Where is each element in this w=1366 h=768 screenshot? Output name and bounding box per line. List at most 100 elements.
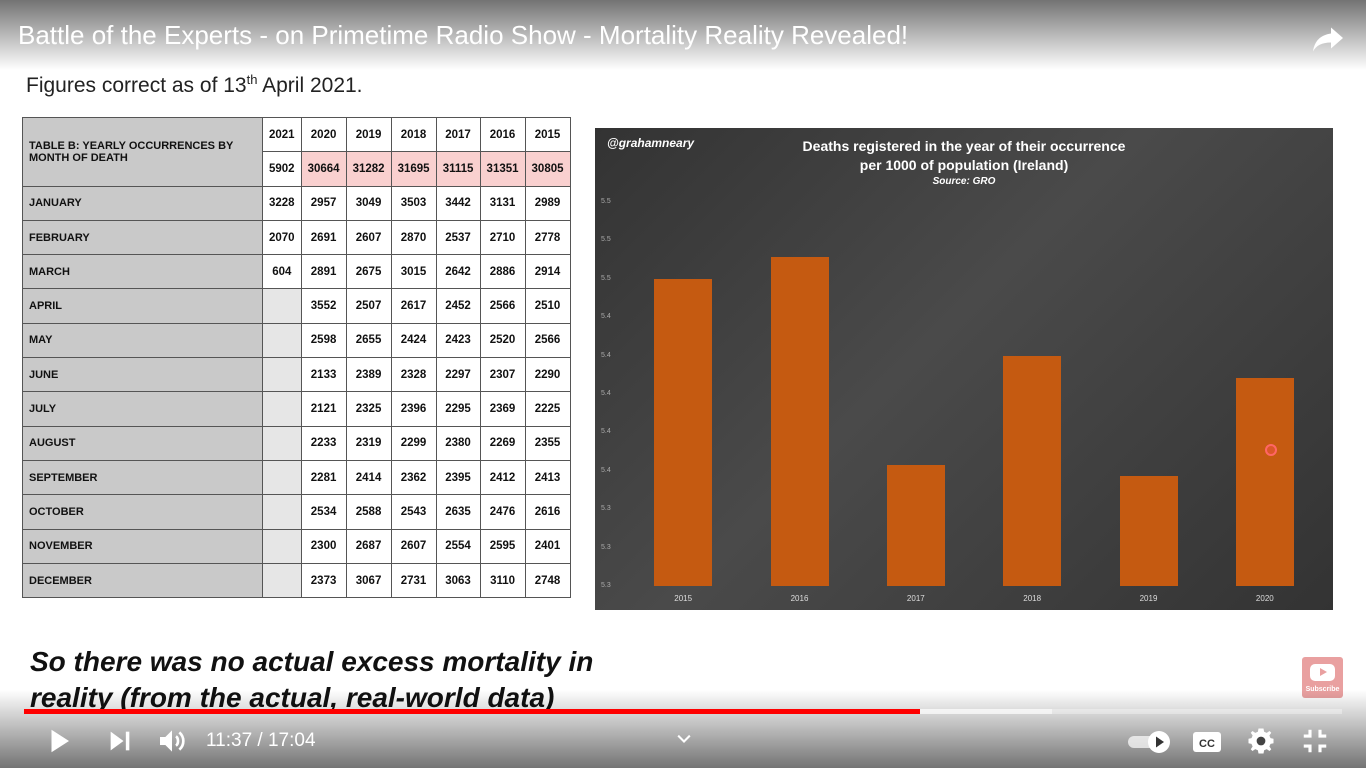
mortality-table: TABLE B: YEARLY OCCURRENCES BY MONTH OF … xyxy=(22,116,571,599)
table-cell: 3049 xyxy=(345,185,392,221)
table-cell: 2731 xyxy=(390,562,437,599)
x-tick-label: 2015 xyxy=(674,594,693,603)
y-tick-label: 5.4 xyxy=(601,351,611,359)
table-month-label: AUGUST xyxy=(22,425,263,461)
table-cell: 2373 xyxy=(300,562,347,599)
table-month-label: DECEMBER xyxy=(22,562,263,599)
progress-bar[interactable] xyxy=(24,709,1342,714)
y-tick-label: 5.5 xyxy=(601,198,611,205)
table-total-cell: 31282 xyxy=(345,151,392,187)
caption-line-1: So there was no actual excess mortality … xyxy=(30,646,594,677)
table-year-header: 2016 xyxy=(479,116,526,153)
y-tick-label: 5.4 xyxy=(601,466,611,474)
table-title: TABLE B: YEARLY OCCURRENCES BY MONTH OF … xyxy=(22,117,263,187)
table-cell: 2595 xyxy=(479,528,526,564)
table-cell: 2710 xyxy=(479,219,526,256)
table-row: APRIL 3552 2507 2617 2452 2566 2510 xyxy=(22,288,571,324)
settings-gear-icon[interactable] xyxy=(1246,726,1276,756)
table-cell: 2369 xyxy=(479,391,526,427)
table-cell: 2566 xyxy=(479,288,526,324)
next-icon[interactable] xyxy=(106,727,134,755)
table-cell xyxy=(262,562,302,599)
captions-icon[interactable]: CC xyxy=(1192,728,1222,756)
table-row: DECEMBER 2373 3067 2731 3063 3110 2748 xyxy=(22,562,571,599)
table-cell xyxy=(262,459,302,496)
x-tick-label: 2017 xyxy=(906,594,925,603)
table-cell: 2133 xyxy=(300,357,347,393)
play-icon[interactable] xyxy=(44,726,74,756)
table-cell: 2389 xyxy=(345,357,392,393)
x-tick-label: 2019 xyxy=(1139,594,1158,603)
table-month-label: JANUARY xyxy=(22,185,263,221)
table-row: MAY 2598 2655 2424 2423 2520 2566 xyxy=(22,322,571,359)
time-total: 17:04 xyxy=(267,730,316,751)
table-cell: 2070 xyxy=(262,219,302,256)
table-cell: 2396 xyxy=(390,391,437,427)
bar-2018 xyxy=(1003,355,1062,586)
table-cell: 2534 xyxy=(300,494,347,530)
table-cell: 3015 xyxy=(390,254,437,290)
y-tick-label: 5.4 xyxy=(601,313,611,321)
table-cell: 2121 xyxy=(300,391,347,427)
table-year-header: 2020 xyxy=(300,116,347,153)
table-total-cell: 31351 xyxy=(479,151,526,187)
table-cell: 2914 xyxy=(524,254,571,290)
table-cell: 2233 xyxy=(300,425,347,461)
table-year-header: 2021 xyxy=(262,116,302,153)
x-tick-label: 2020 xyxy=(1255,594,1274,603)
table-month-label: MAY xyxy=(22,322,263,359)
table-year-header: 2017 xyxy=(435,116,481,153)
chart-title: Deaths registered in the year of their o… xyxy=(802,138,1126,154)
table-cell: 2507 xyxy=(345,288,392,324)
bar-2019 xyxy=(1119,476,1178,586)
table-month-label: NOVEMBER xyxy=(22,528,263,564)
table-row: OCTOBER 2534 2588 2543 2635 2476 2616 xyxy=(22,494,571,530)
table-cell: 2269 xyxy=(479,425,526,461)
bar-2020 xyxy=(1235,377,1294,586)
table-cell: 2886 xyxy=(479,254,526,290)
table-cell: 2642 xyxy=(435,254,481,290)
table-cell: 2307 xyxy=(479,357,526,393)
table-row: JANUARY 3228 2957 3049 3503 3442 3131 2989 xyxy=(22,185,571,221)
share-icon[interactable] xyxy=(1310,20,1346,56)
y-tick-label: 5.5 xyxy=(601,236,611,244)
table-header-row: TABLE B: YEARLY OCCURRENCES BY MONTH OF … xyxy=(22,116,571,187)
video-title: Battle of the Experts - on Primetime Rad… xyxy=(18,20,909,50)
table-cell: 2295 xyxy=(435,391,481,427)
table-cell: 2319 xyxy=(345,425,392,461)
table-cell: 2328 xyxy=(390,357,437,393)
table-cell: 2401 xyxy=(524,528,571,564)
table-month-label: FEBRUARY xyxy=(22,219,263,256)
table-totals-row: 5902 30664 31282 31695 31115 31351 30805 xyxy=(23,151,571,187)
chart-source: Source: GRO xyxy=(932,176,996,187)
autoplay-toggle[interactable] xyxy=(1126,728,1174,756)
table-month-label: JULY xyxy=(22,391,263,427)
table-total-cell: 31115 xyxy=(435,151,481,187)
table-cell: 2297 xyxy=(435,357,481,393)
table-cell: 2566 xyxy=(524,322,571,359)
subscribe-label: Subscribe xyxy=(1302,686,1343,693)
time-display: 11:37 / 17:04 xyxy=(206,730,316,751)
table-cell: 2423 xyxy=(435,322,481,359)
table-cell: 2325 xyxy=(345,391,392,427)
table-row: JUNE 2133 2389 2328 2297 2307 2290 xyxy=(22,357,571,393)
table-cell: 2414 xyxy=(345,459,392,496)
table-month-label: APRIL xyxy=(22,288,263,324)
table-cell: 604 xyxy=(262,254,302,290)
table-cell: 3067 xyxy=(345,562,392,599)
table-cell: 2299 xyxy=(390,425,437,461)
bar-2017 xyxy=(886,465,945,586)
table-total-cell: 30805 xyxy=(524,151,571,187)
table-cell xyxy=(262,528,302,564)
table-cell: 3442 xyxy=(435,185,481,221)
exit-fullscreen-icon[interactable] xyxy=(1300,726,1330,756)
table-cell: 2412 xyxy=(479,459,526,496)
chevron-down-icon[interactable] xyxy=(674,729,694,749)
table-cell: 2476 xyxy=(479,494,526,530)
table-cell: 2380 xyxy=(435,425,481,461)
table-cell: 2225 xyxy=(524,391,571,427)
table-cell: 2543 xyxy=(390,494,437,530)
table-year-header: 2015 xyxy=(524,116,571,153)
svg-text:CC: CC xyxy=(1199,738,1215,750)
volume-icon[interactable] xyxy=(156,725,188,757)
